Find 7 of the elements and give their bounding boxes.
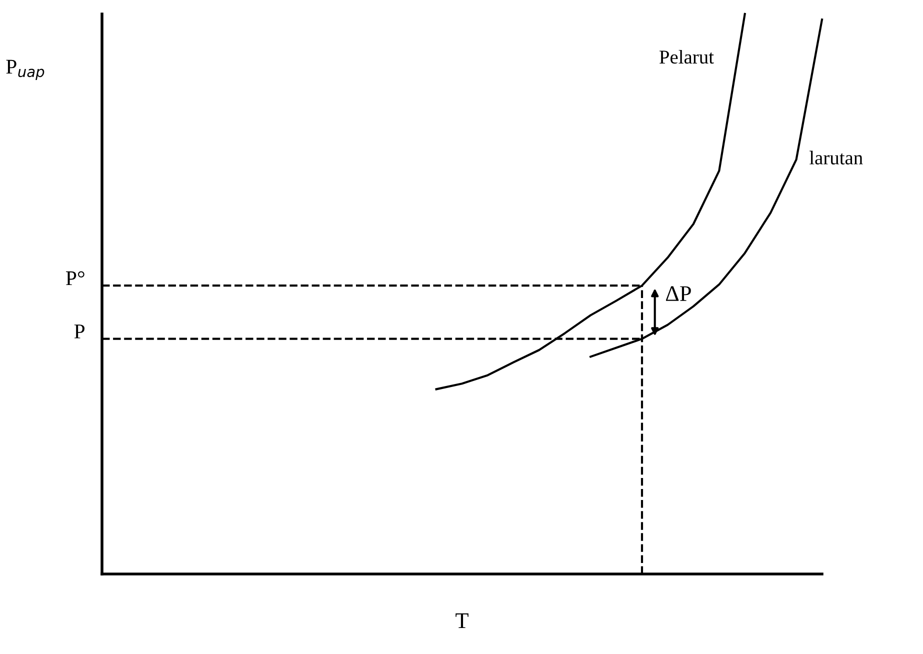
y-axis-title: P$_{uap}$ bbox=[6, 60, 44, 80]
ref-line-label: P° bbox=[66, 271, 84, 286]
ref-line-label: P bbox=[74, 324, 84, 338]
series-label: Pelarut bbox=[659, 50, 714, 64]
annotation: ΔP bbox=[666, 286, 691, 301]
x-axis-title: T bbox=[456, 613, 468, 628]
series-label: larutan bbox=[810, 150, 863, 164]
